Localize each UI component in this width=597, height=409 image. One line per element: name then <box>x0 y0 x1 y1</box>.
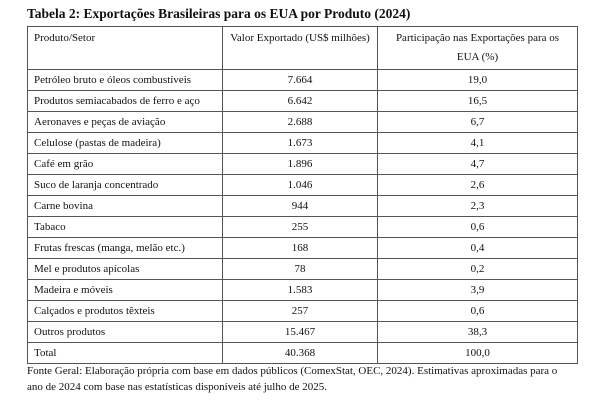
table-row: Café em grão 1.896 4,7 <box>27 153 578 175</box>
table-row: Carne bovina 944 2,3 <box>27 195 578 217</box>
table-cell: Petróleo bruto e óleos combustíveis <box>27 69 223 91</box>
table-cell: Frutas frescas (manga, melão etc.) <box>27 237 223 259</box>
table-cell: 168 <box>222 237 378 259</box>
data-table: Produto/Setor Valor Exportado (US$ milhõe… <box>27 26 578 364</box>
column-header: Participação nas Exportações para os EUA… <box>377 26 578 70</box>
table-row: Celulose (pastas de madeira) 1.673 4,1 <box>27 132 578 154</box>
footnote: Fonte Geral: Elaboração própria com base… <box>27 365 558 393</box>
table-cell: Mel e produtos apícolas <box>27 258 223 280</box>
table-head: Produto/Setor Valor Exportado (US$ milhõe… <box>27 26 578 70</box>
table-row: Frutas frescas (manga, melão etc.) 168 0,4 <box>27 237 578 259</box>
table-cell: 16,5 <box>377 90 578 112</box>
table-body: Petróleo bruto e óleos combustíveis 7.664… <box>27 69 578 364</box>
table-row: Tabaco 255 0,6 <box>27 216 578 238</box>
table-cell: 15.467 <box>222 321 378 343</box>
table-cell: 19,0 <box>377 69 578 91</box>
table-cell: 4,7 <box>377 153 578 175</box>
table-cell: Celulose (pastas de madeira) <box>27 132 223 154</box>
table-cell: Calçados e produtos têxteis <box>27 300 223 322</box>
table-row: Total 40.368 100,0 <box>27 342 578 364</box>
table-row: Aeronaves e peças de aviação 2.688 6,7 <box>27 111 578 133</box>
table-cell: Suco de laranja concentrado <box>27 174 223 196</box>
table-cell: 3,9 <box>377 279 578 301</box>
header-row: Produto/Setor Valor Exportado (US$ milhõe… <box>27 26 578 70</box>
table-cell: 2.688 <box>222 111 378 133</box>
table-row: Produtos semiacabados de ferro e aço 6.64… <box>27 90 578 112</box>
table-cell: Carne bovina <box>27 195 223 217</box>
table-cell: 0,4 <box>377 237 578 259</box>
table-cell: 78 <box>222 258 378 280</box>
column-header: Produto/Setor <box>27 26 223 70</box>
table-cell: 1.583 <box>222 279 378 301</box>
table-cell: 0,6 <box>377 300 578 322</box>
table-cell: 0,2 <box>377 258 578 280</box>
table-cell: 257 <box>222 300 378 322</box>
table-cell: Aeronaves e peças de aviação <box>27 111 223 133</box>
table-cell: 38,3 <box>377 321 578 343</box>
table-row: Madeira e móveis 1.583 3,9 <box>27 279 578 301</box>
table-cell: Madeira e móveis <box>27 279 223 301</box>
table-cell: 255 <box>222 216 378 238</box>
table-row: Outros produtos 15.467 38,3 <box>27 321 578 343</box>
table-cell: 6,7 <box>377 111 578 133</box>
table-cell: 1.896 <box>222 153 378 175</box>
table-cell: Outros produtos <box>27 321 223 343</box>
table-row: Calçados e produtos têxteis 257 0,6 <box>27 300 578 322</box>
table-cell: Total <box>27 342 223 364</box>
table-cell: 2,3 <box>377 195 578 217</box>
table-cell: 944 <box>222 195 378 217</box>
table-cell: 0,6 <box>377 216 578 238</box>
table-row: Petróleo bruto e óleos combustíveis 7.664… <box>27 69 578 91</box>
table-cell: Café em grão <box>27 153 223 175</box>
table-cell: 4,1 <box>377 132 578 154</box>
table-cell: 1.046 <box>222 174 378 196</box>
table-cell: 40.368 <box>222 342 378 364</box>
table-title: Tabela 2: Exportações Brasileiras para o… <box>27 6 411 21</box>
column-header: Valor Exportado (US$ milhões) <box>222 26 378 70</box>
table-cell: 1.673 <box>222 132 378 154</box>
table-cell: Produtos semiacabados de ferro e aço <box>27 90 223 112</box>
table-cell: 6.642 <box>222 90 378 112</box>
table-cell: Tabaco <box>27 216 223 238</box>
table-cell: 2,6 <box>377 174 578 196</box>
table-cell: 7.664 <box>222 69 378 91</box>
table-cell: 100,0 <box>377 342 578 364</box>
table-row: Suco de laranja concentrado 1.046 2,6 <box>27 174 578 196</box>
table-row: Mel e produtos apícolas 78 0,2 <box>27 258 578 280</box>
